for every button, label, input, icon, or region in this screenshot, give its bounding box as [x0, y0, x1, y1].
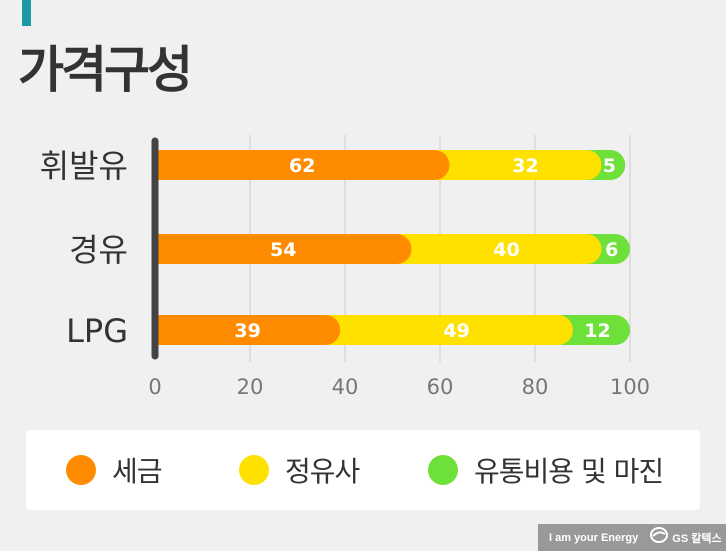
bar-segment — [155, 150, 450, 180]
legend-item-margin: 유통비용 및 마진 — [428, 430, 664, 510]
x-tick-label: 80 — [522, 375, 549, 399]
title-accent-bar — [22, 0, 31, 26]
legend-swatch-tax — [66, 455, 96, 485]
footer-logo-text: GS 칼텍스 — [672, 532, 722, 545]
legend-item-tax: 세금 — [66, 430, 163, 510]
x-tick-label: 40 — [332, 375, 359, 399]
legend-label-margin: 유통비용 및 마진 — [474, 455, 664, 488]
data-label: 49 — [443, 320, 469, 342]
legend-swatch-margin — [428, 455, 458, 485]
legend-swatch-refiner — [239, 455, 269, 485]
data-label: 12 — [584, 320, 610, 342]
legend: 세금 정유사 유통비용 및 마진 — [26, 430, 700, 510]
gs-caltex-logo-icon — [650, 527, 669, 548]
category-label: LPG — [66, 312, 128, 350]
footer-tagline: I am your Energy — [549, 531, 639, 544]
data-label: 40 — [493, 239, 519, 261]
x-tick-label: 20 — [237, 375, 264, 399]
footer-banner: I am your Energy GS 칼텍스 — [538, 524, 726, 551]
data-label: 54 — [270, 239, 296, 261]
category-label: 휘발유 — [40, 147, 128, 185]
bar-segment-start — [155, 315, 175, 345]
x-tick-label: 60 — [427, 375, 454, 399]
bar-segment — [155, 234, 412, 264]
bar-segment-start — [155, 234, 175, 264]
bar-segment-start — [155, 150, 175, 180]
data-label: 6 — [605, 239, 618, 261]
page-title: 가격구성 — [18, 41, 193, 99]
stacked-bar-chart: 0 20 40 60 80 100 62 32 5 휘발유 54 40 6 경유 39 49 12 LPG — [40, 135, 650, 399]
x-tick-label: 100 — [610, 375, 650, 399]
category-label: 경유 — [69, 231, 128, 269]
bar-segment — [155, 315, 341, 345]
data-label: 5 — [603, 155, 616, 177]
data-label: 39 — [234, 320, 260, 342]
legend-item-refiner: 정유사 — [239, 430, 360, 510]
data-label: 62 — [289, 155, 315, 177]
data-label: 32 — [512, 155, 538, 177]
legend-label-tax: 세금 — [112, 455, 163, 488]
x-tick-label: 0 — [148, 375, 161, 399]
legend-label-refiner: 정유사 — [285, 455, 360, 488]
